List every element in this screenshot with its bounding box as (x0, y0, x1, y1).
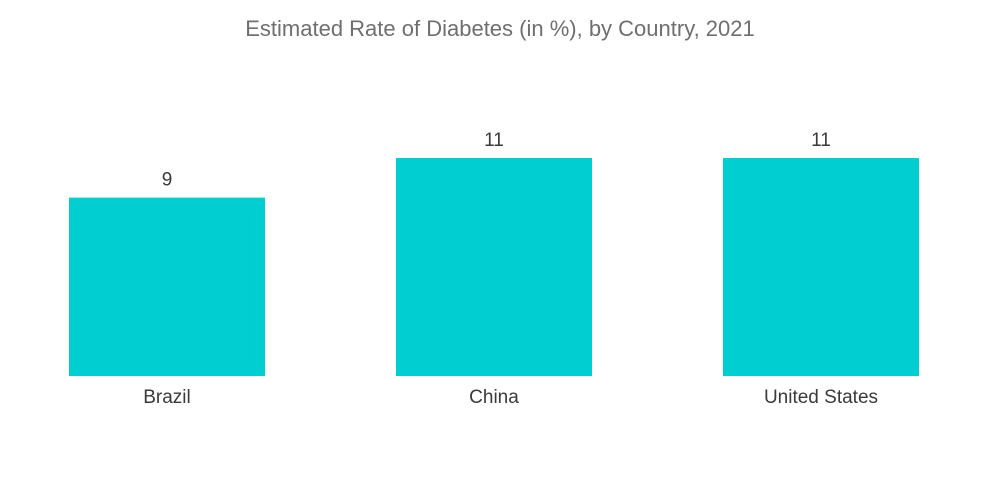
category-label-china: China (469, 387, 519, 408)
chart-title: Estimated Rate of Diabetes (in %), by Co… (245, 16, 755, 41)
bar-brazil (69, 197, 265, 376)
bar-china (396, 158, 592, 376)
category-labels-layer: Brazil China United States (143, 387, 878, 408)
category-label-brazil: Brazil (143, 387, 191, 408)
value-label-china: 11 (484, 130, 504, 151)
value-labels-layer: 9 11 11 (162, 130, 831, 191)
category-label-united-states: United States (764, 387, 878, 408)
value-label-brazil: 9 (162, 170, 173, 191)
value-label-united-states: 11 (811, 130, 831, 151)
bar-united-states (723, 158, 919, 376)
bars-layer (69, 158, 919, 376)
